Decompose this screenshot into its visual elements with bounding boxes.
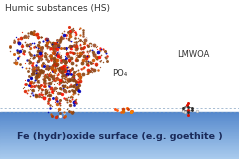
Bar — [0, 127, 239, 128]
Bar — [0, 132, 239, 133]
Text: PO₄: PO₄ — [112, 69, 128, 78]
Bar — [0, 129, 239, 130]
Bar — [0, 154, 239, 155]
Bar — [0, 135, 239, 136]
Bar — [0, 156, 239, 157]
Bar — [0, 128, 239, 129]
Bar — [0, 155, 239, 156]
Bar — [0, 151, 239, 152]
Bar — [0, 134, 239, 135]
Bar — [0, 137, 239, 138]
Bar — [0, 122, 239, 123]
Bar — [0, 123, 239, 124]
Bar — [0, 113, 239, 114]
Bar — [0, 150, 239, 151]
Bar — [0, 120, 239, 121]
Bar — [0, 133, 239, 134]
Bar — [0, 125, 239, 126]
Bar — [0, 138, 239, 139]
Bar — [0, 141, 239, 142]
Bar — [0, 130, 239, 131]
Bar — [0, 149, 239, 150]
Bar — [0, 115, 239, 116]
Bar — [0, 140, 239, 141]
Bar — [0, 131, 239, 132]
Bar — [0, 139, 239, 140]
Bar — [0, 157, 239, 158]
Bar — [0, 142, 239, 143]
Bar — [0, 124, 239, 125]
Text: LMWOA: LMWOA — [177, 50, 209, 59]
Text: Fe (hydr)oxide surface (e.g. goethite ): Fe (hydr)oxide surface (e.g. goethite ) — [17, 132, 222, 141]
Bar — [0, 153, 239, 154]
Bar — [0, 146, 239, 147]
Text: Humic substances (HS): Humic substances (HS) — [5, 4, 110, 13]
Bar — [0, 118, 239, 119]
Bar — [0, 144, 239, 145]
Bar — [0, 117, 239, 118]
Bar — [0, 112, 239, 113]
Bar — [0, 148, 239, 149]
Bar — [0, 116, 239, 117]
Bar — [0, 119, 239, 120]
Bar — [0, 136, 239, 137]
Bar — [0, 126, 239, 127]
Bar — [0, 147, 239, 148]
Bar — [0, 158, 239, 159]
Bar — [0, 145, 239, 146]
Bar — [0, 121, 239, 122]
Bar — [0, 152, 239, 153]
Bar — [0, 114, 239, 115]
Bar — [0, 143, 239, 144]
